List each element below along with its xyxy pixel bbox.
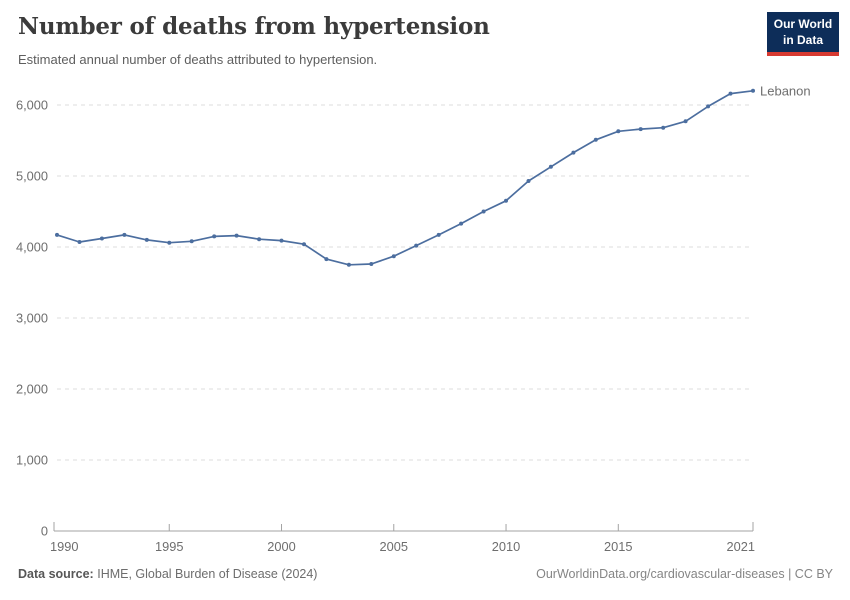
data-point-1998[interactable]	[234, 233, 239, 238]
x-axis-tick-label: 2010	[492, 539, 520, 554]
data-point-2019[interactable]	[706, 104, 711, 109]
data-point-1994[interactable]	[144, 237, 149, 242]
y-axis-tick-label: 3,000	[16, 311, 48, 326]
y-axis-tick-label: 1,000	[16, 453, 48, 468]
data-source-text: IHME, Global Burden of Disease (2024)	[97, 567, 318, 581]
y-axis-tick-label: 2,000	[16, 382, 48, 397]
data-point-2006[interactable]	[414, 243, 419, 248]
x-axis-tick-label: 2000	[267, 539, 295, 554]
data-point-1993[interactable]	[122, 232, 127, 237]
x-axis-tick-label: 1995	[155, 539, 183, 554]
owid-url-link[interactable]: OurWorldinData.org/cardiovascular-diseas…	[536, 567, 833, 581]
data-source-label: Data source:	[18, 567, 94, 581]
x-axis-tick-label: 2015	[604, 539, 632, 554]
data-point-2010[interactable]	[504, 198, 508, 203]
data-point-1996[interactable]	[189, 239, 194, 244]
data-point-2013[interactable]	[571, 150, 576, 155]
x-axis-tick-label: 2005	[380, 539, 408, 554]
data-source-note: Data source: IHME, Global Burden of Dise…	[18, 567, 317, 581]
data-point-2005[interactable]	[391, 254, 396, 259]
owid-logo-line1: Our World	[773, 17, 833, 31]
x-axis-tick-label: 2021	[727, 539, 755, 554]
chart-footer: Data source: IHME, Global Burden of Dise…	[18, 567, 833, 581]
data-point-2020[interactable]	[728, 91, 733, 96]
data-point-1999[interactable]	[257, 237, 262, 242]
data-point-2021[interactable]	[751, 88, 755, 93]
data-point-1992[interactable]	[99, 236, 104, 241]
lebanon-trend-line	[56, 89, 754, 266]
data-point-2014[interactable]	[593, 137, 598, 142]
data-point-2018[interactable]	[683, 119, 688, 124]
chart-subtitle: Estimated annual number of deaths attrib…	[18, 52, 378, 67]
data-point-2009[interactable]	[481, 209, 486, 214]
data-point-2000[interactable]	[279, 238, 284, 243]
data-point-2001[interactable]	[302, 242, 306, 247]
data-point-2008[interactable]	[459, 221, 464, 226]
series-end-label-lebanon[interactable]: Lebanon	[760, 83, 811, 98]
data-point-2004[interactable]	[369, 262, 374, 266]
y-axis-tick-label: 0	[41, 524, 48, 539]
data-point-1990[interactable]	[55, 232, 59, 237]
owid-logo[interactable]: Our World in Data	[767, 12, 839, 57]
data-point-2015[interactable]	[616, 129, 621, 134]
data-point-1995[interactable]	[167, 240, 172, 245]
data-point-2011[interactable]	[526, 179, 531, 183]
x-axis-tick-label: 1990	[50, 539, 78, 554]
data-point-2003[interactable]	[346, 262, 351, 267]
y-axis-tick-label: 6,000	[16, 98, 48, 113]
data-point-2017[interactable]	[661, 125, 666, 130]
data-point-2002[interactable]	[324, 257, 329, 262]
data-point-1997[interactable]	[212, 234, 217, 239]
data-point-1991[interactable]	[77, 240, 82, 244]
data-point-2007[interactable]	[436, 232, 441, 237]
y-axis-tick-label: 5,000	[16, 169, 48, 184]
chart-title: Number of deaths from hypertension	[18, 13, 490, 40]
data-point-2016[interactable]	[638, 127, 643, 132]
owid-logo-line2: in Data	[782, 32, 823, 47]
y-axis-tick-label: 4,000	[16, 240, 48, 255]
data-point-2012[interactable]	[548, 164, 553, 169]
